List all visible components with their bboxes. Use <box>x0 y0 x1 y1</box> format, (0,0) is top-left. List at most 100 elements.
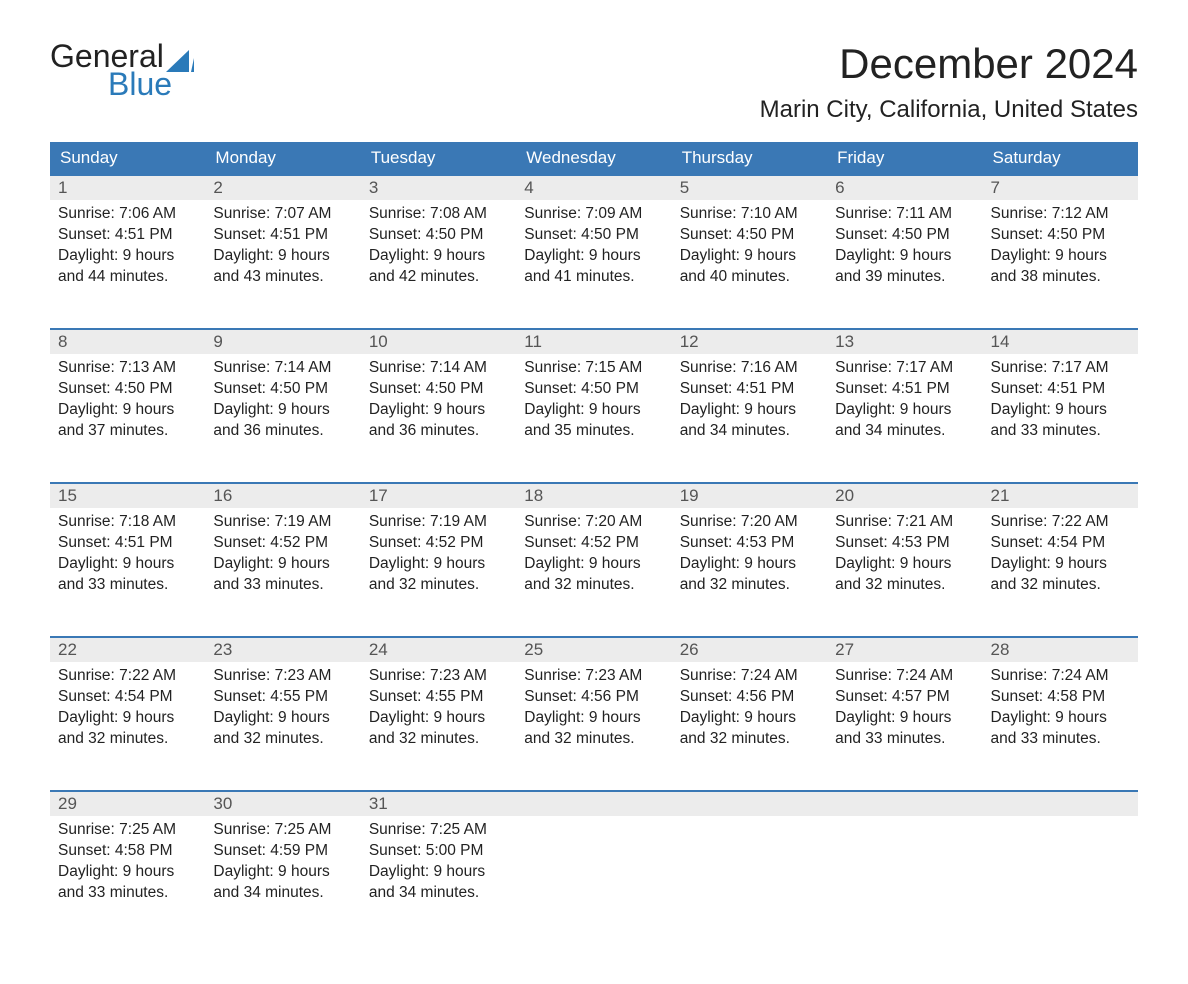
day-number: 2 <box>205 176 360 200</box>
sunrise-line: Sunrise: 7:25 AM <box>58 820 197 841</box>
day-number-cell: 10 <box>361 330 516 354</box>
sunset-line: Sunset: 4:57 PM <box>835 687 974 708</box>
daylight-line-1: Daylight: 9 hours <box>58 554 197 575</box>
day-cell: Sunrise: 7:22 AMSunset: 4:54 PMDaylight:… <box>983 508 1138 636</box>
day-number-cell: 27 <box>827 638 982 662</box>
day-cell: Sunrise: 7:06 AMSunset: 4:51 PMDaylight:… <box>50 200 205 328</box>
sunrise-line: Sunrise: 7:25 AM <box>369 820 508 841</box>
day-cell: Sunrise: 7:18 AMSunset: 4:51 PMDaylight:… <box>50 508 205 636</box>
day-body: Sunrise: 7:19 AMSunset: 4:52 PMDaylight:… <box>361 508 516 608</box>
day-cell: Sunrise: 7:20 AMSunset: 4:53 PMDaylight:… <box>672 508 827 636</box>
month-title: December 2024 <box>760 40 1138 88</box>
daylight-line-1: Daylight: 9 hours <box>524 554 663 575</box>
daylight-line-1: Daylight: 9 hours <box>991 246 1130 267</box>
sunset-line: Sunset: 4:56 PM <box>524 687 663 708</box>
day-cell: Sunrise: 7:23 AMSunset: 4:55 PMDaylight:… <box>205 662 360 790</box>
weekday-thursday: Thursday <box>672 142 827 174</box>
day-number: 9 <box>205 330 360 354</box>
day-number <box>516 792 671 816</box>
weeks-container: 1234567Sunrise: 7:06 AMSunset: 4:51 PMDa… <box>50 174 1138 944</box>
logo: General Blue <box>50 40 194 100</box>
day-number-cell: 11 <box>516 330 671 354</box>
day-cell: Sunrise: 7:10 AMSunset: 4:50 PMDaylight:… <box>672 200 827 328</box>
day-cell: Sunrise: 7:25 AMSunset: 4:59 PMDaylight:… <box>205 816 360 944</box>
sunset-line: Sunset: 4:50 PM <box>835 225 974 246</box>
daylight-line-2: and 32 minutes. <box>680 575 819 596</box>
header-row: General Blue December 2024 Marin City, C… <box>50 40 1138 124</box>
daylight-line-2: and 32 minutes. <box>369 729 508 750</box>
day-number: 18 <box>516 484 671 508</box>
day-body: Sunrise: 7:24 AMSunset: 4:56 PMDaylight:… <box>672 662 827 762</box>
week-row: 15161718192021Sunrise: 7:18 AMSunset: 4:… <box>50 482 1138 636</box>
day-number <box>672 792 827 816</box>
week-row: 22232425262728Sunrise: 7:22 AMSunset: 4:… <box>50 636 1138 790</box>
day-body <box>672 816 827 832</box>
day-number: 21 <box>983 484 1138 508</box>
day-cell: Sunrise: 7:22 AMSunset: 4:54 PMDaylight:… <box>50 662 205 790</box>
sunrise-line: Sunrise: 7:19 AM <box>369 512 508 533</box>
sunset-line: Sunset: 4:55 PM <box>213 687 352 708</box>
sunset-line: Sunset: 4:52 PM <box>524 533 663 554</box>
day-number-cell: 19 <box>672 484 827 508</box>
day-body: Sunrise: 7:17 AMSunset: 4:51 PMDaylight:… <box>983 354 1138 454</box>
day-number: 23 <box>205 638 360 662</box>
day-number-cell: 3 <box>361 176 516 200</box>
day-cell: Sunrise: 7:23 AMSunset: 4:56 PMDaylight:… <box>516 662 671 790</box>
sunrise-line: Sunrise: 7:23 AM <box>213 666 352 687</box>
day-number-cell <box>983 792 1138 816</box>
sunrise-line: Sunrise: 7:20 AM <box>680 512 819 533</box>
weekday-saturday: Saturday <box>983 142 1138 174</box>
day-number: 25 <box>516 638 671 662</box>
daylight-line-2: and 32 minutes. <box>524 729 663 750</box>
daylight-line-1: Daylight: 9 hours <box>213 246 352 267</box>
daylight-line-2: and 34 minutes. <box>680 421 819 442</box>
daylight-line-1: Daylight: 9 hours <box>369 708 508 729</box>
sunset-line: Sunset: 4:53 PM <box>680 533 819 554</box>
day-cell: Sunrise: 7:17 AMSunset: 4:51 PMDaylight:… <box>983 354 1138 482</box>
daylight-line-1: Daylight: 9 hours <box>58 862 197 883</box>
day-number: 1 <box>50 176 205 200</box>
week-row: 891011121314Sunrise: 7:13 AMSunset: 4:50… <box>50 328 1138 482</box>
day-cell: Sunrise: 7:14 AMSunset: 4:50 PMDaylight:… <box>205 354 360 482</box>
weekday-friday: Friday <box>827 142 982 174</box>
day-cell: Sunrise: 7:12 AMSunset: 4:50 PMDaylight:… <box>983 200 1138 328</box>
day-cell: Sunrise: 7:15 AMSunset: 4:50 PMDaylight:… <box>516 354 671 482</box>
day-body <box>827 816 982 832</box>
daylight-line-1: Daylight: 9 hours <box>991 400 1130 421</box>
sunset-line: Sunset: 4:54 PM <box>991 533 1130 554</box>
daylight-line-1: Daylight: 9 hours <box>58 246 197 267</box>
day-number: 22 <box>50 638 205 662</box>
day-cell: Sunrise: 7:19 AMSunset: 4:52 PMDaylight:… <box>361 508 516 636</box>
day-cell: Sunrise: 7:08 AMSunset: 4:50 PMDaylight:… <box>361 200 516 328</box>
day-cell <box>672 816 827 944</box>
day-number: 8 <box>50 330 205 354</box>
day-number-row: 22232425262728 <box>50 636 1138 662</box>
day-cell: Sunrise: 7:19 AMSunset: 4:52 PMDaylight:… <box>205 508 360 636</box>
day-cell: Sunrise: 7:23 AMSunset: 4:55 PMDaylight:… <box>361 662 516 790</box>
sunset-line: Sunset: 4:50 PM <box>524 225 663 246</box>
daylight-line-2: and 33 minutes. <box>58 883 197 904</box>
daylight-line-1: Daylight: 9 hours <box>524 246 663 267</box>
day-body: Sunrise: 7:08 AMSunset: 4:50 PMDaylight:… <box>361 200 516 300</box>
daylight-line-1: Daylight: 9 hours <box>991 554 1130 575</box>
day-number-cell: 16 <box>205 484 360 508</box>
week-row: 1234567Sunrise: 7:06 AMSunset: 4:51 PMDa… <box>50 174 1138 328</box>
day-body-row: Sunrise: 7:13 AMSunset: 4:50 PMDaylight:… <box>50 354 1138 482</box>
daylight-line-1: Daylight: 9 hours <box>680 708 819 729</box>
day-body: Sunrise: 7:25 AMSunset: 4:59 PMDaylight:… <box>205 816 360 916</box>
daylight-line-1: Daylight: 9 hours <box>369 554 508 575</box>
sunrise-line: Sunrise: 7:17 AM <box>835 358 974 379</box>
daylight-line-1: Daylight: 9 hours <box>58 400 197 421</box>
daylight-line-2: and 33 minutes. <box>58 575 197 596</box>
day-cell: Sunrise: 7:24 AMSunset: 4:56 PMDaylight:… <box>672 662 827 790</box>
daylight-line-2: and 42 minutes. <box>369 267 508 288</box>
sunset-line: Sunset: 4:51 PM <box>58 225 197 246</box>
weekday-monday: Monday <box>205 142 360 174</box>
day-body <box>516 816 671 832</box>
weekday-header-row: Sunday Monday Tuesday Wednesday Thursday… <box>50 142 1138 174</box>
day-cell: Sunrise: 7:25 AMSunset: 4:58 PMDaylight:… <box>50 816 205 944</box>
day-cell: Sunrise: 7:25 AMSunset: 5:00 PMDaylight:… <box>361 816 516 944</box>
day-number-cell: 1 <box>50 176 205 200</box>
daylight-line-2: and 32 minutes. <box>369 575 508 596</box>
day-body-row: Sunrise: 7:25 AMSunset: 4:58 PMDaylight:… <box>50 816 1138 944</box>
